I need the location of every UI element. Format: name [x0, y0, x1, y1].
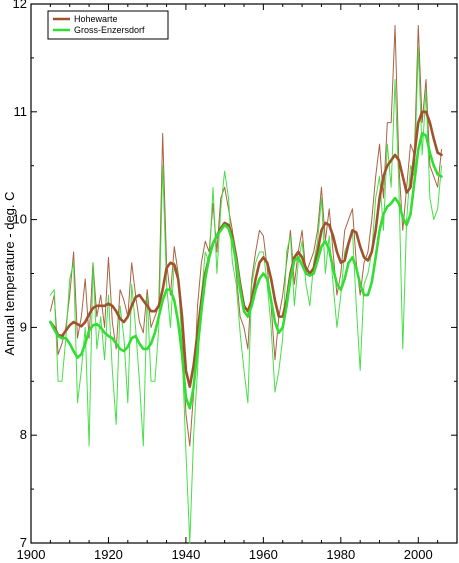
x-axis-ticks: 1900 1920 1940 1960 1980 2000: [17, 4, 458, 562]
x-tick-label: 1900: [17, 547, 46, 562]
x-tick-label: 1980: [326, 547, 355, 562]
x-tick-label: 1960: [249, 547, 278, 562]
y-tick-label: 9: [20, 319, 27, 334]
legend-label: Gross-Enzersdorf: [74, 25, 145, 35]
y-tick-label: 7: [20, 535, 27, 550]
series-layer: [49, 25, 443, 544]
series-line-gross-enzersdorf-smoothed: [49, 132, 443, 410]
y-tick-label: 10: [13, 212, 27, 227]
y-tick-label: 12: [13, 0, 27, 11]
legend-box: [47, 10, 169, 40]
series-line-hohewarte-smoothed: [49, 110, 443, 388]
y-tick-label: 11: [14, 104, 28, 119]
y-tick-label: 8: [20, 427, 27, 442]
x-tick-label: 1940: [171, 547, 200, 562]
x-tick-label: 1920: [94, 547, 123, 562]
y-axis-ticks: 7 8 9 10 11 12: [13, 0, 457, 550]
legend-label: Hohewarte: [74, 14, 118, 24]
y-axis-label: Annual temperature - deg. C: [2, 191, 17, 355]
x-tick-label: 2000: [404, 547, 433, 562]
series-line-gross-enzersdorf-annual: [49, 46, 443, 544]
